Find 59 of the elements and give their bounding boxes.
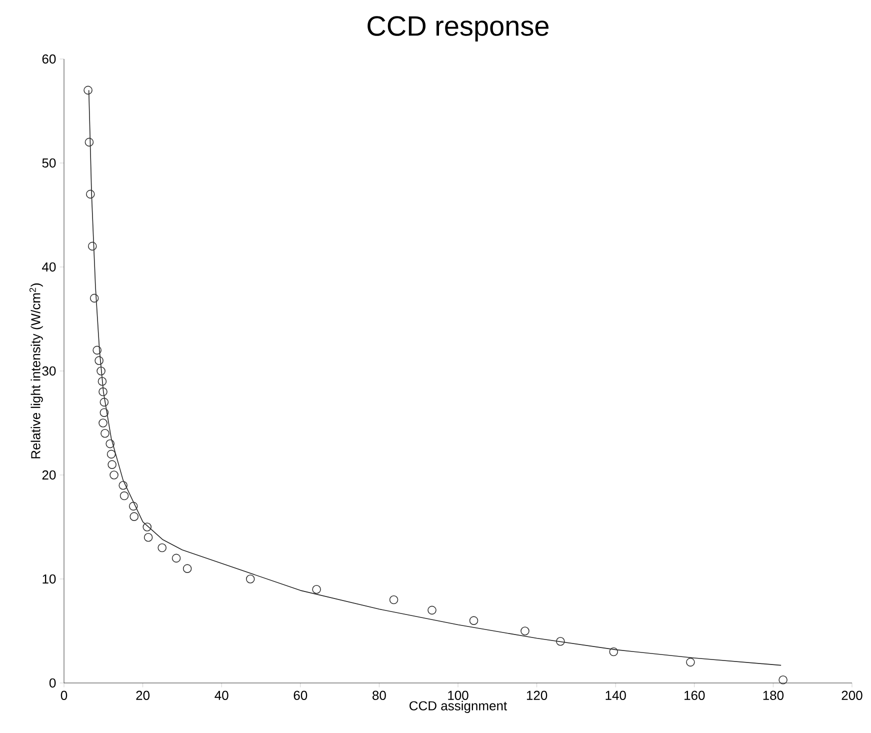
x-tick-label: 160 (684, 690, 705, 700)
point (106, 450, 116, 459)
x-tick-label: 80 (372, 690, 386, 700)
point (128, 502, 138, 511)
point (96, 366, 106, 376)
point (246, 574, 255, 584)
point (84, 138, 94, 147)
point (90, 294, 99, 303)
y-tick-label: 0 (49, 678, 56, 688)
point (158, 543, 167, 552)
point (100, 428, 110, 438)
point (120, 491, 129, 500)
point (172, 554, 181, 563)
point (84, 86, 92, 95)
x-tick-label: 120 (526, 690, 548, 700)
y-tick-label: 50 (42, 158, 56, 168)
point (389, 595, 398, 604)
x-tick-label: 140 (606, 690, 626, 700)
point (778, 675, 788, 684)
point (98, 376, 107, 386)
point (609, 647, 618, 656)
y-tick-label: 30 (42, 366, 56, 376)
y-tick-label: 10 (42, 574, 56, 584)
point (520, 626, 530, 636)
x-tick-label: 200 (842, 690, 862, 700)
point (428, 606, 436, 615)
point (94, 356, 104, 365)
x-tick-label: 100 (448, 690, 468, 700)
point (106, 439, 114, 448)
point (469, 616, 478, 625)
x-axis-title: CCD assignment (410, 700, 507, 713)
x-tick-label: 40 (214, 690, 228, 700)
point (108, 460, 116, 469)
point (142, 522, 152, 532)
point (98, 418, 108, 428)
y-tick-label: 20 (42, 470, 56, 480)
chart-title: CCD response (368, 16, 549, 42)
point (144, 532, 153, 542)
point (556, 636, 565, 646)
point (130, 512, 139, 521)
point (88, 242, 97, 251)
x-tick-label: 180 (763, 690, 784, 700)
point (118, 480, 128, 490)
point (100, 398, 109, 407)
point (312, 584, 321, 594)
point (686, 658, 695, 667)
point (86, 190, 95, 199)
x-tick-label: 0 (60, 690, 68, 700)
y-tick-label: 60 (42, 54, 56, 64)
point (100, 408, 109, 417)
point (92, 346, 102, 355)
line-series (88, 90, 782, 666)
point (182, 564, 192, 573)
y-axis-title: Relative light intensity (W/cm$^{2}$) (29, 283, 43, 458)
x-tick-label: 60 (294, 690, 308, 700)
point (110, 470, 118, 480)
point (98, 387, 108, 396)
y-tick-label: 40 (42, 262, 56, 272)
x-tick-label: 20 (136, 690, 150, 700)
